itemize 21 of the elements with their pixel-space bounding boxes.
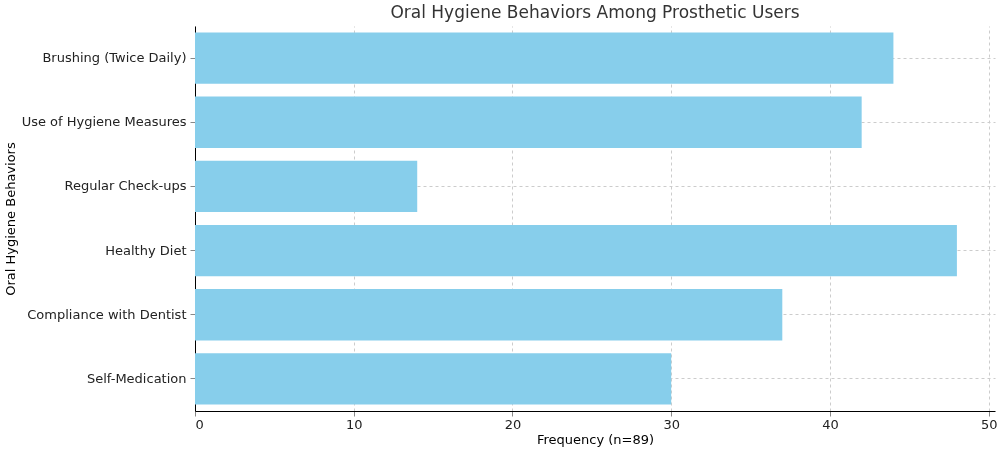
x-tick-label: 10 bbox=[345, 416, 363, 432]
y-tick-label: Regular Check-ups bbox=[64, 178, 187, 194]
bar bbox=[195, 353, 672, 405]
chart-title: Oral Hygiene Behaviors Among Prosthetic Users bbox=[390, 2, 800, 22]
bar bbox=[195, 32, 894, 84]
x-tick-label: 20 bbox=[504, 416, 522, 432]
y-tick-label: Healthy Diet bbox=[105, 242, 187, 258]
y-axis-title: Oral Hygiene Behaviors bbox=[2, 142, 18, 296]
y-tick-label: Brushing (Twice Daily) bbox=[42, 50, 187, 66]
x-tick-label: 0 bbox=[195, 416, 204, 432]
bar bbox=[195, 96, 862, 148]
x-axis-title: Frequency (n=89) bbox=[536, 431, 655, 447]
bar bbox=[195, 160, 418, 213]
x-tick-label: 40 bbox=[822, 416, 839, 432]
y-tick-label: Compliance with Dentist bbox=[27, 306, 187, 322]
bar bbox=[195, 289, 783, 341]
bar bbox=[195, 224, 957, 277]
y-tick-label: Use of Hygiene Measures bbox=[21, 114, 187, 130]
y-tick-label: Self-Medication bbox=[86, 370, 187, 386]
x-tick-label: 50 bbox=[980, 416, 998, 432]
x-tick-label: 30 bbox=[663, 416, 680, 432]
